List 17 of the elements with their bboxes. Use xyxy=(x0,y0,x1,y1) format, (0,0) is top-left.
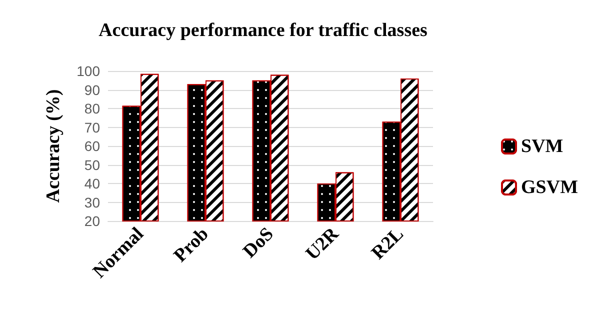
y-axis-title: Accuracy (%) xyxy=(43,89,64,203)
y-tick-label: 100 xyxy=(76,63,100,79)
legend-label: SVM xyxy=(521,136,564,157)
x-tick-label: Prob xyxy=(170,224,213,267)
x-tick-label: DoS xyxy=(239,224,278,262)
x-tick-label: R2L xyxy=(368,224,408,264)
y-tick-label: 90 xyxy=(84,82,100,98)
y-tick-label: 20 xyxy=(84,213,100,229)
y-tick-label: 80 xyxy=(84,100,100,116)
y-tick-label: 60 xyxy=(84,138,100,154)
x-tick-label: U2R xyxy=(302,223,344,265)
y-tick-label: 70 xyxy=(84,119,100,136)
y-tick-label: 40 xyxy=(84,176,100,192)
chart-title: Accuracy performance for traffic classes xyxy=(98,20,428,41)
y-tick-label: 30 xyxy=(84,194,100,210)
y-tick-label: 50 xyxy=(84,156,100,173)
legend-label: GSVM xyxy=(521,177,578,198)
